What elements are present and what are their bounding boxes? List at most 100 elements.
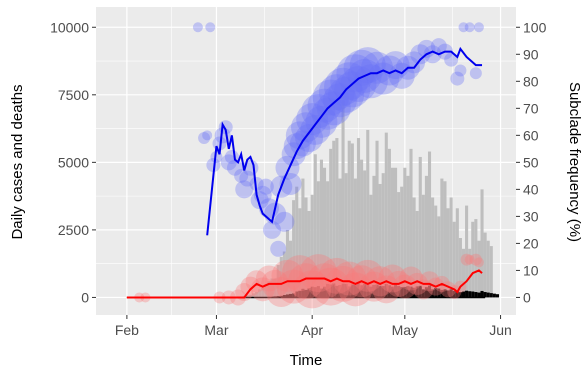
cases-bar [465, 205, 469, 298]
y2-tick-label: 60 [523, 127, 539, 143]
deaths-bar [378, 285, 382, 298]
cases-bar [347, 140, 351, 298]
cases-bar [245, 295, 249, 298]
blue-subclade-point [312, 79, 349, 116]
x-axis-title: Time [290, 352, 323, 369]
deaths-bar [458, 292, 462, 298]
blue-subclade-point [257, 178, 274, 195]
cases-bar [304, 197, 308, 298]
blue-subclade-point [322, 83, 357, 118]
y2-tick-label: 30 [523, 208, 539, 224]
blue-subclade-point [330, 62, 369, 101]
blue-subclade-point [205, 22, 216, 33]
red-subclade-point [358, 271, 389, 302]
cases-bar [301, 178, 305, 298]
blue-subclade-point [374, 55, 405, 86]
deaths-bar [375, 284, 379, 298]
cases-bar [316, 181, 320, 298]
deaths-bar [461, 291, 466, 298]
blue-subclade-point [300, 114, 331, 145]
red-subclade-point [255, 265, 282, 292]
red-subclade-point [240, 276, 261, 297]
deaths-bar [424, 287, 428, 298]
cases-bar [298, 208, 302, 298]
deaths-bar [437, 288, 441, 298]
cases-bar [424, 175, 428, 298]
cases-bar [289, 240, 293, 298]
blue-subclade-point [235, 180, 254, 199]
blue-subclade-line [206, 46, 483, 236]
blue-subclade-point [305, 105, 338, 138]
cases-bar [381, 173, 385, 298]
deaths-bar [443, 289, 447, 298]
cases-bar [267, 281, 271, 298]
blue-subclade-point [334, 71, 371, 108]
y2-tick-label: 0 [523, 289, 531, 305]
deaths-bar [344, 283, 348, 298]
deaths-bar [372, 285, 376, 298]
deaths-bar [486, 292, 490, 298]
blue-subclade-point [249, 176, 264, 191]
deaths-bar [329, 284, 333, 298]
blue-subclade-point [430, 38, 447, 55]
cases-bar [313, 154, 317, 298]
blue-subclade-point [318, 74, 355, 111]
deaths-bar [397, 286, 401, 298]
deaths-bar [387, 285, 391, 298]
cases-bar [400, 186, 404, 298]
deaths-bar [295, 291, 299, 298]
deaths-bar [310, 286, 314, 298]
cases-bar [329, 148, 333, 298]
axes: 0 2500 5000 7500 10000 0 10 20 30 40 50 60 70 80 90 100… [50, 19, 547, 338]
red-subclade-point [311, 267, 350, 306]
blue-subclade-point [275, 155, 300, 180]
cases-bar [366, 129, 370, 298]
blue-subclade-point [226, 159, 243, 176]
y2-tick-label: 40 [523, 181, 539, 197]
deaths-bar [427, 285, 432, 298]
deaths-bar [332, 283, 336, 298]
deaths-bar [489, 293, 493, 298]
deaths-bar [449, 289, 453, 298]
scatter-points [134, 22, 484, 309]
blue-subclade-point [311, 97, 344, 130]
deaths-bar [390, 286, 395, 298]
red-subclade-point [399, 266, 423, 291]
deaths-bar [319, 288, 323, 298]
cases-bar [409, 148, 413, 298]
blue-subclade-point [328, 76, 365, 113]
deaths-bar [307, 287, 311, 298]
deaths-bar [483, 292, 487, 298]
deaths-bar [353, 285, 357, 298]
y2-tick-label: 50 [523, 154, 539, 170]
blue-subclade-point [454, 64, 467, 77]
deaths-bar [341, 283, 345, 298]
blue-subclade-point [410, 44, 431, 65]
cases-bar [360, 159, 364, 298]
y2-tick-label: 20 [523, 235, 539, 251]
deaths-bar [446, 290, 450, 298]
cases-bar [255, 292, 259, 298]
blue-subclade-point [361, 51, 394, 84]
blue-subclade-point [336, 54, 375, 93]
deaths-bar [465, 290, 469, 298]
red-subclade-point [392, 274, 417, 299]
cases-bar [486, 240, 490, 298]
cases-bar [319, 159, 323, 298]
blue-subclade-point [296, 103, 329, 136]
deaths-bar [381, 286, 385, 298]
deaths-bar [338, 285, 342, 298]
cases-bar [356, 138, 361, 298]
cases-bar [471, 221, 475, 298]
blue-subclade-point [220, 154, 237, 171]
cases-bar [477, 240, 481, 298]
deaths-bar [285, 294, 290, 298]
cases-bar [455, 208, 459, 298]
blue-subclade-point [423, 45, 442, 64]
cases-bar [489, 246, 493, 298]
cases-bar [397, 192, 401, 298]
blue-subclade-point [307, 88, 342, 123]
red-subclade-point [372, 275, 401, 304]
blue-subclade-point [469, 67, 482, 80]
